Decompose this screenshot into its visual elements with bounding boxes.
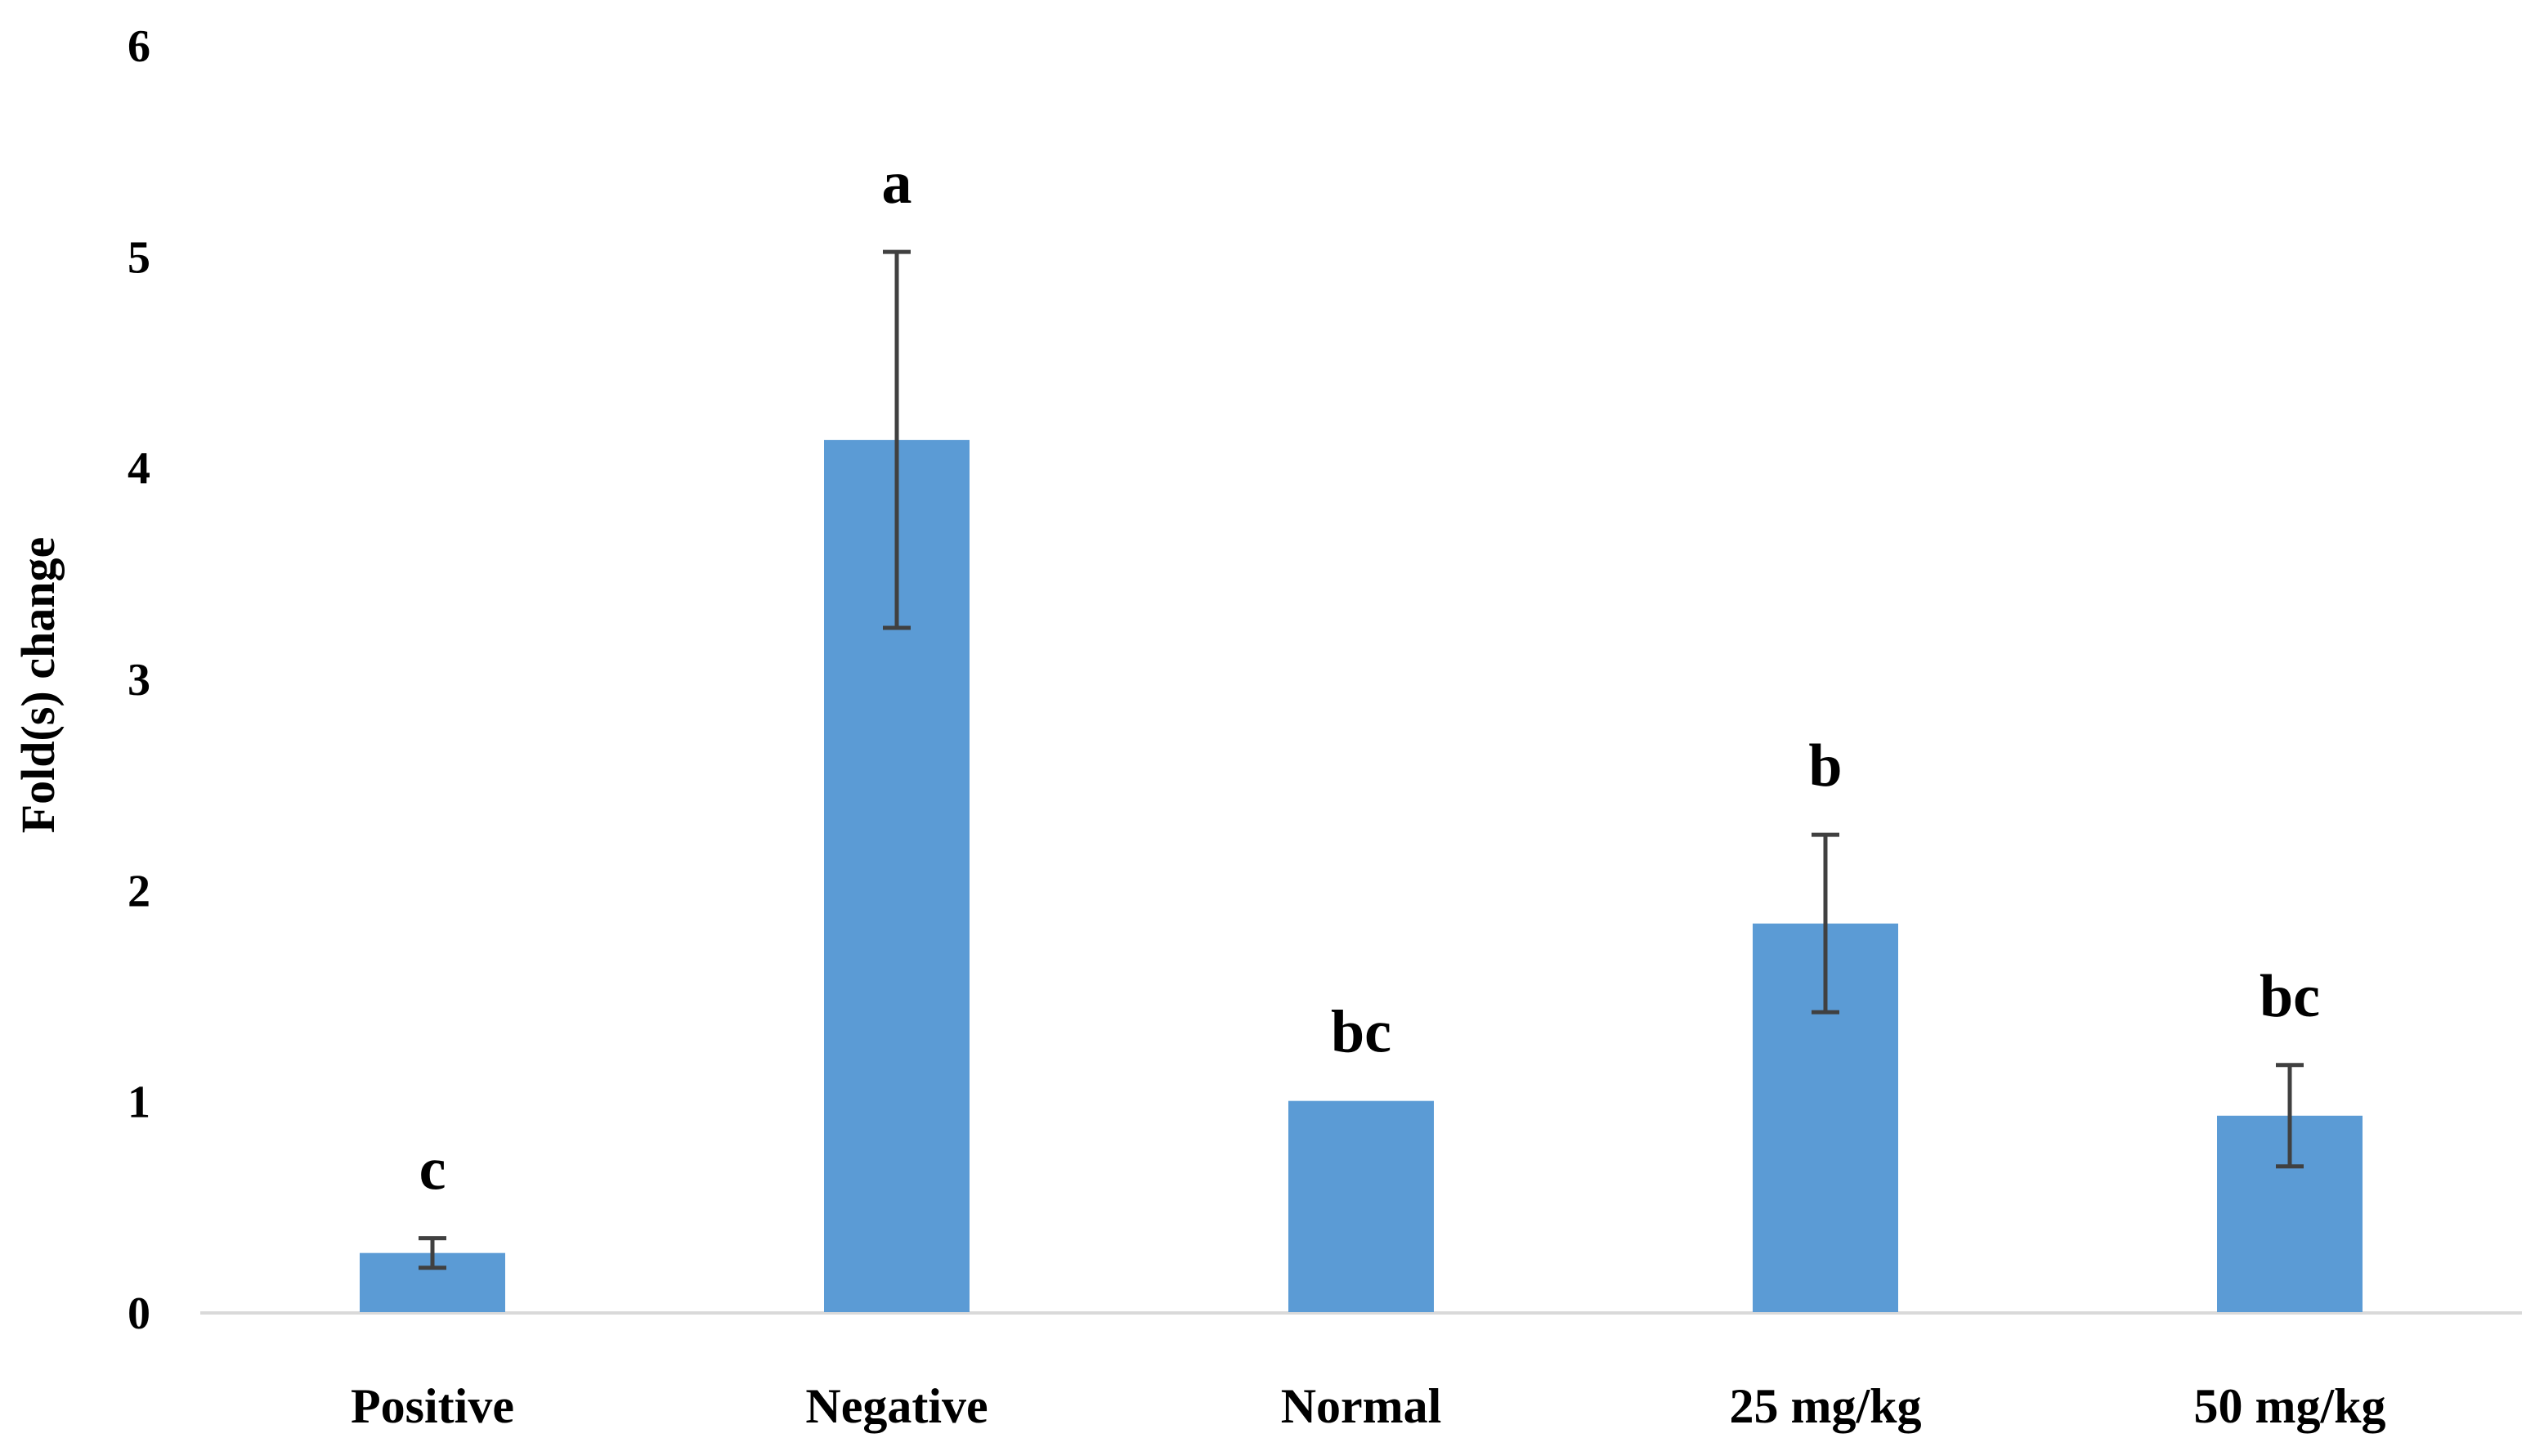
y-tick-label: 0 <box>128 1288 150 1339</box>
y-tick-label: 1 <box>128 1077 150 1128</box>
significance-label: bc <box>1331 999 1391 1066</box>
significance-label: bc <box>2260 963 2320 1030</box>
x-category-label: Positive <box>351 1379 514 1433</box>
y-tick-label: 4 <box>128 444 150 495</box>
significance-labels: c a bc b bc <box>419 150 2320 1203</box>
error-bars <box>419 249 2304 1270</box>
significance-label: c <box>419 1136 446 1203</box>
y-tick-label: 6 <box>128 21 150 72</box>
x-axis-categories: Positive Negative Normal 25 mg/kg 50 mg/kg <box>351 1379 2385 1433</box>
significance-label: b <box>1808 732 1842 800</box>
bar <box>1288 1100 1434 1312</box>
x-category-label: 25 mg/kg <box>1729 1379 1921 1433</box>
bars <box>360 440 2363 1313</box>
x-category-label: Normal <box>1281 1379 1442 1433</box>
x-category-label: 50 mg/kg <box>2193 1379 2385 1433</box>
y-axis-title: Fold(s) change <box>11 537 65 834</box>
significance-label: a <box>882 150 912 217</box>
x-category-label: Negative <box>805 1379 988 1433</box>
y-tick-label: 3 <box>128 655 150 706</box>
y-tick-label: 2 <box>128 866 150 916</box>
y-tick-label: 5 <box>128 232 150 283</box>
y-axis-ticks: 0 1 2 3 4 5 6 <box>128 21 150 1339</box>
